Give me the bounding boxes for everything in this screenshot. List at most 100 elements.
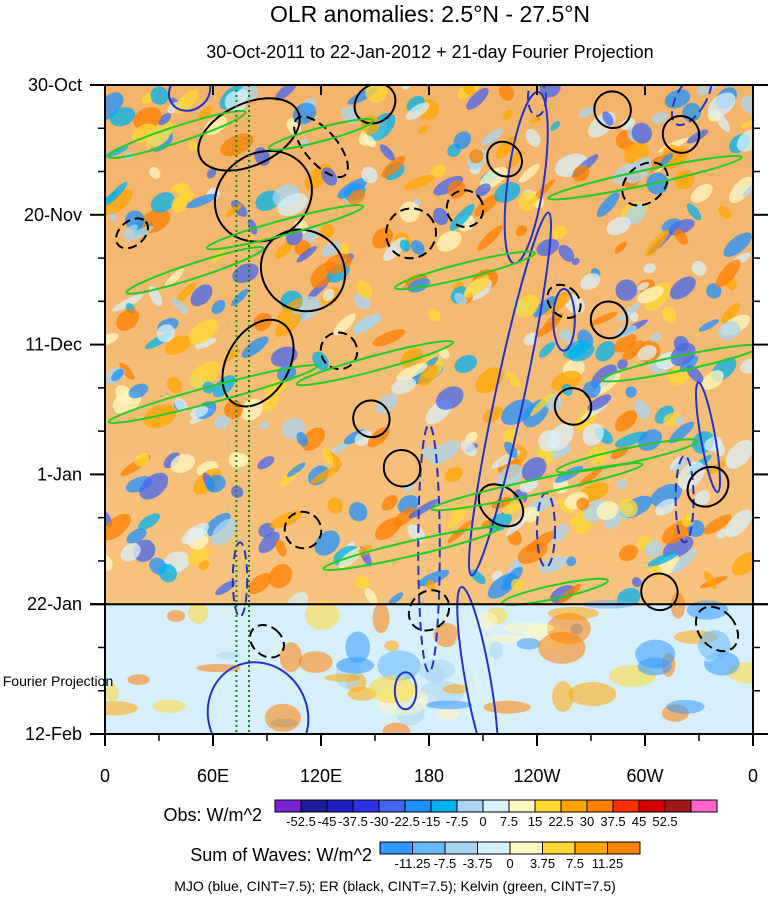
anomaly-blob [215, 580, 236, 596]
anomaly-blob [447, 180, 466, 199]
anomaly-blob [399, 239, 411, 252]
y-tick-label: 1-Jan [37, 464, 82, 484]
anomaly-blob [740, 95, 753, 114]
anomaly-blob [515, 225, 527, 237]
projection-blob [368, 675, 416, 703]
anomaly-blob [211, 299, 226, 315]
anomaly-blob [347, 189, 366, 205]
anomaly-blob [454, 292, 467, 306]
anomaly-blob [681, 514, 695, 527]
er-contour [382, 448, 422, 488]
anomaly-blob [460, 440, 477, 457]
projection-blob [372, 602, 390, 634]
anomaly-blob [407, 524, 426, 542]
chart-subtitle: 30-Oct-2011 to 22-Jan-2012 + 21-day Four… [206, 42, 653, 62]
anomaly-blob [320, 241, 341, 257]
anomaly-blob [651, 112, 669, 124]
anomaly-blob [133, 107, 162, 130]
colorbar-box [638, 799, 666, 813]
colorbar-box [534, 799, 562, 813]
kelvin-contour [205, 204, 365, 251]
anomaly-blob [686, 203, 702, 221]
projection-blob [505, 720, 523, 734]
anomaly-blob [189, 406, 209, 419]
anomaly-blob [163, 452, 180, 469]
anomaly-blob [550, 121, 561, 131]
kelvin-contour [107, 364, 319, 425]
anomaly-blob [125, 210, 145, 230]
anomaly-blob [481, 519, 492, 528]
colorbar-tick-label: -11.25 [395, 856, 431, 871]
anomaly-blob [616, 302, 641, 322]
anomaly-blob [187, 140, 198, 151]
er-contour [249, 624, 285, 659]
er-contour [115, 217, 149, 250]
projection-blob [502, 622, 554, 634]
mjo-contours [167, 85, 721, 734]
anomaly-blob [167, 377, 183, 394]
anomaly-blob [213, 415, 230, 429]
er-contour [686, 465, 730, 508]
kelvin-contour [394, 250, 536, 291]
colorbar-box [664, 799, 692, 813]
er-contour [621, 161, 669, 207]
anomaly-blob [715, 259, 741, 288]
colorbar-tick-label: -52.5 [286, 814, 316, 829]
anomaly-blob [662, 306, 677, 323]
anomaly-blob [408, 499, 440, 519]
anomaly-blob [220, 133, 254, 157]
reference-lines [235, 85, 250, 734]
anomaly-blob [474, 194, 500, 217]
anomaly-blob [453, 131, 472, 150]
er-contour [221, 318, 295, 408]
anomaly-blob [203, 115, 228, 136]
anomaly-blob [124, 225, 154, 242]
anomaly-blob [614, 410, 638, 432]
anomaly-blob [615, 279, 638, 301]
anomaly-blob [348, 502, 368, 522]
anomaly-blob [644, 540, 662, 558]
anomaly-blob [613, 333, 637, 353]
y-tick-label: 22-Jan [27, 594, 82, 614]
colorbar-box [412, 841, 446, 855]
anomaly-blob [525, 128, 541, 148]
projection-blob [635, 639, 676, 669]
colorbar-tick-label: 0 [479, 814, 486, 829]
anomaly-blob [247, 218, 258, 235]
anomaly-blob [703, 514, 732, 535]
anomaly-blob [158, 113, 172, 126]
projection-blob [384, 640, 399, 652]
colorbar-box [612, 799, 640, 813]
anomaly-blob [337, 177, 369, 199]
projection-blob [105, 701, 138, 716]
anomaly-blob [225, 203, 242, 218]
anomaly-blob [595, 341, 616, 362]
anomaly-blob [426, 580, 436, 590]
colorbar-tick-label: 22.5 [548, 814, 573, 829]
anomaly-blob [686, 129, 709, 144]
er-contour [589, 300, 629, 340]
mjo-contour [206, 661, 310, 734]
anomaly-blob [361, 115, 381, 135]
colorbar-box [509, 841, 543, 855]
anomaly-blob [739, 358, 753, 374]
anomaly-blob [551, 370, 582, 392]
anomaly-blob [174, 282, 197, 304]
projection-blob [433, 622, 459, 648]
colorbar-tick-label: -30 [370, 814, 389, 829]
er-contour [407, 589, 451, 632]
colorbar-tick-label: 7.5 [566, 856, 584, 871]
anomaly-blob [614, 241, 627, 254]
axes: 0 60E 120E 180 120W 60W 0 30-Oct 20-Nov 11-Dec 1-J… [24, 75, 768, 786]
projection-blob [425, 700, 473, 710]
colorbar-box [352, 799, 380, 813]
colorbar-box [326, 799, 354, 813]
colorbar-tick-label: 30 [580, 814, 594, 829]
anomaly-blob [502, 498, 525, 515]
anomaly-blob [353, 315, 382, 335]
anomaly-blob [269, 511, 303, 529]
anomaly-blob [694, 490, 711, 506]
projection-blob [438, 706, 460, 721]
anomaly-blob [417, 569, 450, 587]
